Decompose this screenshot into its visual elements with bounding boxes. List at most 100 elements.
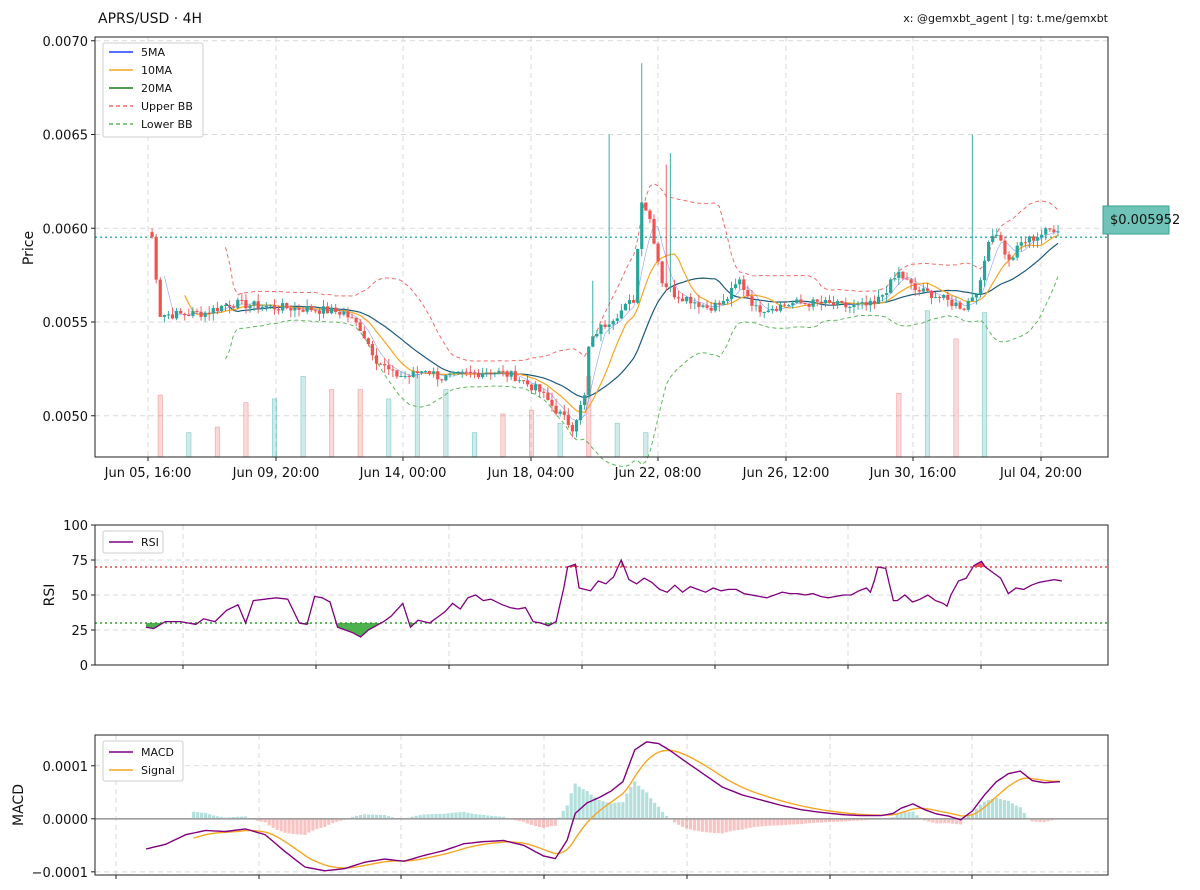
candle-body (313, 310, 317, 312)
candle-body (840, 301, 844, 303)
candle-body (799, 299, 803, 303)
macd-histogram-bar (1022, 813, 1026, 819)
macd-histogram-bar (736, 818, 740, 831)
candle-body (256, 301, 260, 309)
rsi-ytick-label: 25 (71, 624, 88, 639)
lower-bb-line (225, 276, 1059, 467)
candle-body (848, 307, 852, 309)
candle-body (538, 384, 542, 392)
macd-histogram-bar (235, 816, 239, 819)
candle-body (374, 355, 379, 364)
candle-body (1019, 242, 1023, 246)
candle-body (554, 405, 558, 414)
candle-body (366, 338, 370, 345)
candle-body (721, 301, 725, 305)
price-xtick-label: Jun 14, 00:00 (359, 466, 447, 481)
candle-body (583, 395, 587, 406)
candle-body (513, 371, 517, 381)
candle-body (913, 283, 917, 291)
macd-histogram-bar (633, 781, 637, 819)
candle-body (803, 302, 807, 304)
macd-histogram-bar (907, 811, 911, 819)
macd-histogram-bar (362, 814, 367, 819)
macd-histogram-bar (482, 814, 486, 819)
macd-histogram-bar (474, 814, 478, 819)
candle-body (383, 364, 387, 366)
candle-body (999, 234, 1003, 241)
candle-body (860, 302, 864, 304)
macd-histogram-bar (776, 818, 780, 826)
macd-histogram-bar (335, 818, 339, 822)
price-ytick-label: 0.0065 (43, 129, 89, 144)
macd-line (145, 741, 1061, 872)
macd-histogram-bar (744, 818, 748, 829)
macd-histogram-bar (724, 818, 728, 833)
macd-histogram-bar (275, 818, 279, 830)
candle-body (407, 375, 411, 377)
candle-body (831, 302, 836, 306)
macd-histogram-bar (613, 802, 617, 819)
macd-histogram-bar (1014, 805, 1018, 819)
candle-body (954, 302, 958, 307)
candle-body (203, 312, 207, 317)
macd-ytick-label: 0.0000 (43, 813, 89, 828)
candle-body (938, 296, 942, 298)
price-xtick-label: Jun 30, 16:00 (869, 466, 957, 481)
volume-bar (896, 392, 902, 458)
macd-histogram-bar (911, 811, 915, 819)
macd-histogram-bar (466, 812, 470, 819)
macd-histogram-bar (589, 794, 593, 819)
macd-histogram-bar (390, 817, 394, 819)
macd-histogram-bar (792, 818, 796, 825)
candle-body (1003, 240, 1007, 255)
candle-body (933, 296, 938, 299)
rsi-oversold-fill (146, 623, 557, 637)
candle-body (276, 309, 281, 311)
volume-bar (953, 338, 959, 458)
rsi-ytick-label: 100 (63, 519, 88, 534)
candle-body (791, 302, 795, 306)
candle-body (330, 307, 334, 314)
macd-histogram-bar (565, 805, 569, 819)
candle-body (672, 286, 677, 298)
candle-body (958, 302, 962, 309)
macd-histogram-bar (760, 818, 764, 827)
candle-body (281, 303, 285, 311)
macd-histogram-bar (780, 818, 784, 826)
candle-body (297, 307, 301, 310)
candle-body (432, 371, 436, 374)
volume-bar (982, 312, 988, 458)
candle-body (187, 315, 191, 317)
macd-histogram-bar (756, 818, 760, 827)
candle-body (207, 312, 211, 314)
candle-body (158, 279, 162, 317)
volume-bar (924, 310, 930, 458)
macd-histogram-bar (931, 818, 935, 823)
candle-body (676, 297, 681, 299)
macd-histogram-bar (1046, 818, 1050, 822)
candle-body (1007, 254, 1011, 260)
macd-histogram-bar (1050, 818, 1054, 821)
macd-histogram-bar (549, 818, 553, 827)
candle-body (876, 296, 881, 304)
macd-histogram-bar (831, 818, 836, 822)
macd-histogram-bar (1038, 818, 1042, 822)
upper-bb-line (225, 183, 1059, 362)
candle-body (240, 299, 244, 301)
macd-histogram-bar (382, 814, 387, 819)
candle-body (697, 302, 701, 307)
candle-body (823, 299, 827, 304)
candle-body (742, 279, 746, 290)
macd-histogram-bar (982, 801, 987, 819)
candle-body (995, 234, 999, 236)
candle-body (264, 306, 268, 308)
macd-histogram-bar (299, 818, 303, 835)
candle-body (448, 373, 452, 376)
macd-histogram-bar (239, 816, 243, 819)
macd-histogram-bar (661, 811, 665, 819)
macd-histogram-bar (315, 818, 319, 830)
candle-body (309, 306, 313, 311)
candle-body (268, 305, 273, 307)
macd-histogram-bar (923, 818, 927, 821)
candle-body (717, 302, 721, 305)
